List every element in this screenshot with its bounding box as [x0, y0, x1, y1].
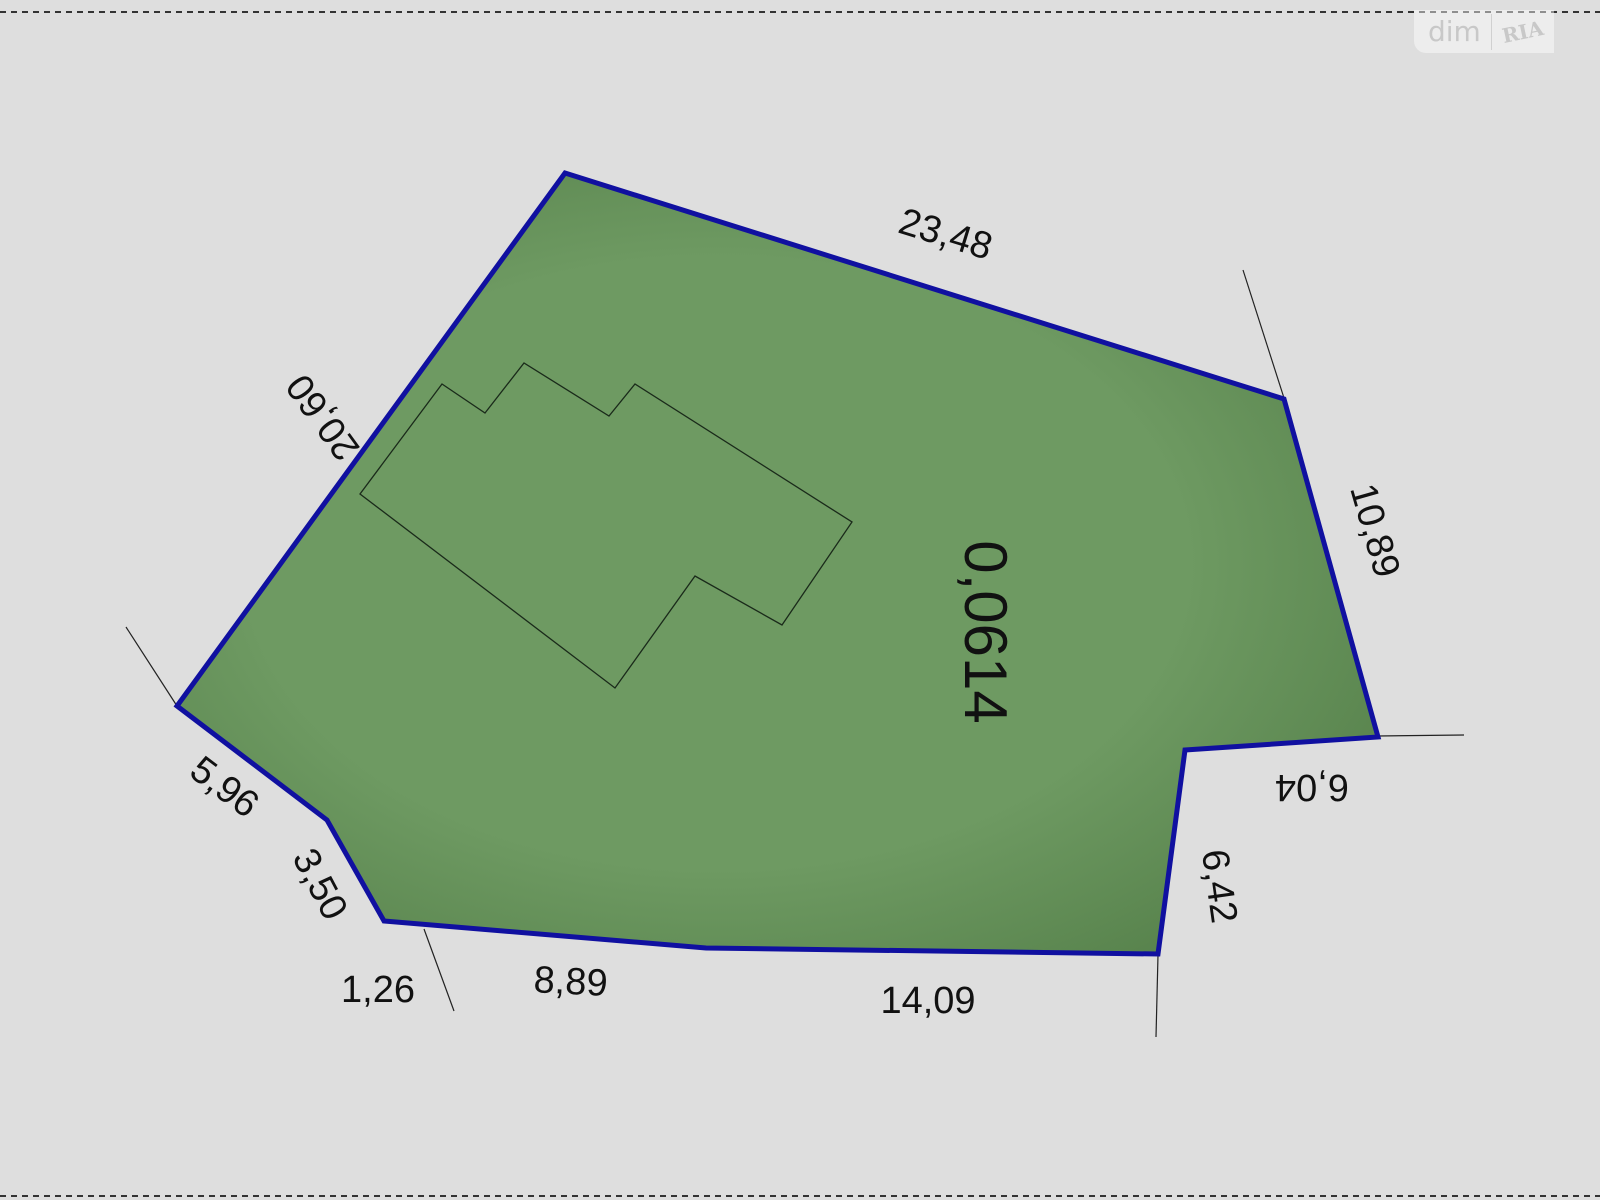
- watermark-brand: dim: [1428, 15, 1481, 48]
- neighbor-boundary-lines: [125, 269, 1465, 1038]
- side-label: 10,89: [1341, 479, 1408, 582]
- watermark-logo-text: RIA: [1499, 15, 1546, 48]
- watermark-logo: dim RIA: [1414, 10, 1554, 53]
- side-label: 20,60: [278, 366, 368, 468]
- side-label: 6,04: [1275, 766, 1349, 808]
- watermark-divider: [1490, 13, 1492, 50]
- building-outline: [359, 362, 853, 689]
- side-label: 14,09: [880, 980, 975, 1022]
- land-plot: [173, 170, 1382, 957]
- side-label: 23,48: [894, 201, 997, 269]
- side-label: 8,89: [533, 959, 609, 1005]
- side-label: 1,26: [341, 969, 415, 1011]
- side-label: 6,42: [1193, 847, 1245, 926]
- area-label: 0,0614: [952, 540, 1019, 724]
